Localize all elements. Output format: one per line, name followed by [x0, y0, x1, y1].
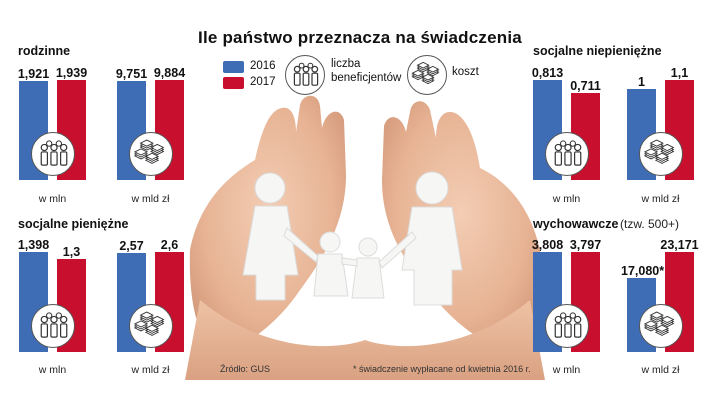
source-note: Źródło: GUS	[220, 364, 271, 374]
legend-label-2016: 2016	[250, 60, 276, 72]
money-stack-icon	[128, 132, 173, 176]
value-label-chart2-2017: 1,3	[62, 245, 81, 259]
value-label-chart6-2017: 3,797	[569, 238, 602, 253]
people-icon	[544, 132, 589, 176]
value-label-chart7-2016: 17,080*	[621, 264, 665, 279]
section-title-rodzinne: rodzinne	[18, 44, 71, 58]
legend-swatch-2017	[223, 77, 244, 89]
section-title-socjalne-pieniezne: socjalne pieniężne	[18, 217, 129, 231]
section-title-wychowawcze: wychowawcze	[533, 217, 619, 231]
legend-beneficiaries-label-1: liczba	[331, 58, 361, 70]
money-stack-icon	[407, 55, 447, 95]
legend-swatch-2016	[223, 61, 244, 73]
section-title-socjalne-niepieniezne: socjalne niepieniężne	[533, 44, 662, 58]
value-label-chart1-2016: 9,751	[115, 67, 148, 82]
value-label-chart3-2017: 2,6	[160, 238, 179, 252]
section-subtitle-wychowawcze: (tzw. 500+)	[620, 217, 680, 231]
legend-cost-label: koszt	[452, 66, 479, 78]
unit-label-chart1: w mld zł	[131, 193, 170, 205]
value-label-chart0-2017: 1,939	[55, 66, 88, 80]
value-label-chart7-2017: 23,171	[660, 238, 699, 252]
unit-label-chart2: w mln	[38, 364, 67, 376]
money-stack-icon	[638, 304, 683, 348]
value-label-chart1-2017: 9,884	[153, 66, 186, 80]
value-label-chart4-2016: 0,813	[531, 66, 564, 80]
unit-label-chart5: w mld zł	[641, 193, 680, 205]
unit-label-chart6: w mln	[552, 364, 581, 376]
people-icon	[30, 132, 75, 176]
unit-label-chart0: w mln	[38, 193, 67, 205]
unit-label-chart7: w mld zł	[641, 364, 680, 376]
people-icon	[544, 304, 589, 348]
infographic-title: Ile państwo przeznacza na świadczenia	[198, 28, 522, 47]
money-stack-icon	[638, 132, 683, 176]
value-label-chart3-2016: 2,57	[119, 239, 144, 254]
value-label-chart2-2016: 1,398	[17, 238, 50, 252]
footnote: * świadczenie wypłacane od kwietnia 2016…	[353, 364, 531, 374]
legend-label-2017: 2017	[250, 76, 276, 88]
people-icon	[285, 55, 325, 95]
value-label-chart5-2016: 1	[638, 75, 645, 90]
unit-label-chart3: w mld zł	[131, 364, 170, 376]
unit-label-chart4: w mln	[552, 193, 581, 205]
value-label-chart4-2017: 0,711	[570, 78, 601, 93]
legend-beneficiaries-label-2: beneficjentów	[331, 72, 402, 84]
people-icon	[30, 304, 75, 348]
money-stack-icon	[128, 304, 173, 348]
value-label-chart6-2016: 3,808	[531, 238, 564, 252]
value-label-chart0-2016: 1,921	[17, 66, 50, 81]
value-label-chart5-2017: 1,1	[670, 66, 689, 80]
